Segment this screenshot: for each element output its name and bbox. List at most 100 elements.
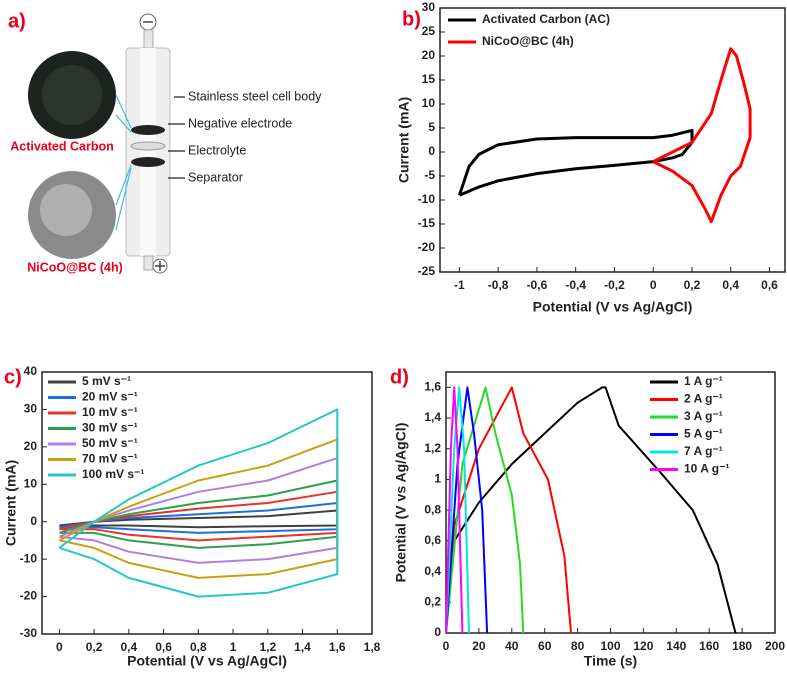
callout: Electrolyte	[188, 143, 246, 157]
legend-label: 70 mV s⁻¹	[82, 452, 138, 466]
x-tick-label: 1,6	[329, 640, 346, 654]
x-tick-label: 60	[538, 639, 552, 653]
cell-highlight	[140, 48, 156, 256]
electrolyte	[130, 141, 166, 151]
plus-sign	[155, 261, 165, 271]
y-tick-label: -25	[418, 264, 436, 278]
x-tick-label: 0,4	[120, 640, 137, 654]
negative-electrode	[131, 125, 165, 135]
legend-label: 7 A g⁻¹	[684, 444, 723, 458]
series-line	[445, 386, 525, 634]
y-tick-label: 10	[422, 96, 436, 110]
x-tick-label: 1,8	[364, 640, 381, 654]
x-tick-label: 1	[230, 640, 237, 654]
y-tick-label: 15	[422, 72, 436, 86]
y-axis-label: Current (mA)	[3, 460, 19, 546]
x-tick-label: 0,4	[722, 278, 739, 292]
callout: Stainless steel cell body	[188, 89, 322, 103]
y-tick-label: -10	[418, 192, 436, 206]
panel-label: b)	[402, 8, 421, 30]
series-line	[445, 386, 464, 634]
bottom-rod	[143, 255, 154, 271]
y-tick-label: 0,8	[424, 502, 441, 516]
carbon-texture	[42, 65, 102, 125]
legend-label: Activated Carbon (AC)	[482, 12, 610, 26]
y-tick-label: 5	[428, 120, 435, 134]
x-tick-label: 80	[571, 639, 585, 653]
series-line	[445, 386, 489, 634]
y-axis-label: Current (mA)	[396, 97, 412, 183]
x-tick-label: -0,4	[565, 278, 586, 292]
y-tick-label: 1	[434, 472, 441, 486]
legend-label: 1 A g⁻¹	[684, 374, 723, 388]
x-tick-label: 0	[443, 639, 450, 653]
x-tick-label: 20	[472, 639, 486, 653]
leader-lines	[115, 94, 132, 231]
y-tick-label: 1,6	[424, 380, 441, 394]
series-line	[457, 128, 694, 197]
y-tick-label: 40	[24, 364, 38, 378]
legend-label: 2 A g⁻¹	[684, 392, 723, 406]
legend-label: 20 mV s⁻¹	[82, 390, 138, 404]
y-tick-label: 0	[30, 514, 37, 528]
legend-label: 30 mV s⁻¹	[82, 421, 138, 435]
legend-label: 5 A g⁻¹	[684, 427, 723, 441]
y-tick-label: 0,2	[424, 594, 441, 608]
x-tick-label: 0,2	[684, 278, 701, 292]
diagram: a) Stainless steel cell body Negative el…	[8, 10, 322, 274]
x-tick-label: 140	[666, 639, 686, 653]
x-axis-label: Time (s)	[584, 653, 637, 669]
series-line	[58, 408, 339, 598]
y-tick-label: -15	[418, 216, 436, 230]
y-tick-label: 10	[24, 476, 38, 490]
x-tick-label: 1,4	[294, 640, 311, 654]
legend-label: 3 A g⁻¹	[684, 409, 723, 423]
x-tick-label: 120	[633, 639, 653, 653]
plot-frame	[41, 371, 373, 635]
callout-arrows	[168, 96, 185, 179]
x-tick-label: -0,6	[527, 278, 548, 292]
series-line	[445, 386, 470, 634]
legend-label: 100 mV s⁻¹	[82, 467, 144, 481]
y-axis-label: Potential (V vs Ag/AgCl)	[393, 423, 409, 583]
x-axis-label: Potential (V vs Ag/AgCl)	[127, 653, 287, 669]
legend-label: 50 mV s⁻¹	[82, 436, 138, 450]
legend-label: 5 mV s⁻¹	[82, 374, 131, 388]
series-line	[652, 47, 752, 224]
x-tick-label: 0,6	[155, 640, 172, 654]
y-tick-label: -30	[20, 626, 38, 640]
nicoo-texture	[40, 184, 92, 236]
y-tick-label: 0	[434, 625, 441, 639]
x-tick-label: 0	[650, 278, 657, 292]
callout: Negative electrode	[188, 116, 292, 130]
x-tick-label: 40	[505, 639, 519, 653]
series-line	[445, 386, 737, 634]
legend-label: 10 A g⁻¹	[684, 462, 729, 476]
y-tick-label: 1,2	[424, 441, 441, 455]
x-tick-label: -1	[454, 278, 465, 292]
y-tick-label: 0,6	[424, 533, 441, 547]
x-tick-label: 160	[699, 639, 719, 653]
y-tick-label: 25	[422, 24, 436, 38]
x-tick-label: 1,2	[259, 640, 276, 654]
y-tick-label: 30	[24, 402, 38, 416]
y-tick-label: -20	[418, 240, 436, 254]
y-tick-label: 30	[422, 0, 436, 14]
x-tick-label: 0	[56, 640, 63, 654]
panel-label: a)	[8, 10, 26, 32]
panel-label: d)	[390, 366, 409, 388]
x-tick-label: 100	[600, 639, 620, 653]
x-tick-label: 0,8	[190, 640, 207, 654]
y-tick-label: 0,4	[424, 564, 441, 578]
x-axis-label: Potential (V vs Ag/AgCl)	[533, 299, 693, 315]
x-tick-label: 180	[732, 639, 752, 653]
x-tick-label: 200	[765, 639, 785, 653]
top-rod	[143, 29, 154, 49]
y-tick-label: 1,4	[424, 410, 441, 424]
y-tick-label: 20	[24, 439, 38, 453]
plot-frame	[439, 7, 786, 273]
x-tick-label: 0,6	[761, 278, 778, 292]
sample-label: Activated Carbon	[10, 139, 114, 153]
legend-label: 10 mV s⁻¹	[82, 405, 138, 419]
